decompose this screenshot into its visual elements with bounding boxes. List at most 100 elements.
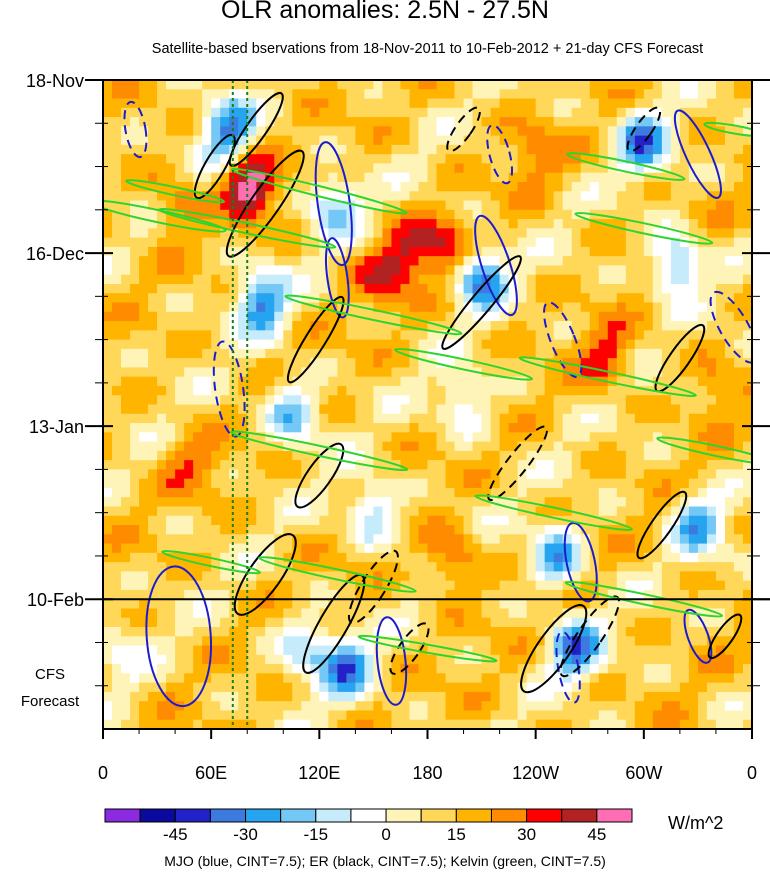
field-cell — [670, 154, 681, 165]
field-cell — [652, 191, 663, 202]
field-cell — [148, 534, 158, 545]
field-cell — [274, 497, 284, 508]
field-cell — [112, 348, 122, 359]
field-cell — [400, 506, 411, 517]
field-cell — [103, 228, 113, 239]
field-cell — [355, 348, 365, 359]
field-cell — [274, 599, 284, 610]
field-cell — [598, 552, 609, 563]
field-cell — [157, 293, 167, 304]
field-cell — [202, 117, 212, 127]
field-cell — [184, 256, 194, 267]
field-cell — [103, 135, 113, 146]
field-cell — [328, 691, 338, 702]
field-cell — [337, 385, 347, 396]
field-cell — [112, 654, 122, 665]
field-cell — [391, 339, 402, 350]
field-cell — [616, 321, 627, 331]
field-cell — [553, 627, 564, 637]
field-cell — [661, 562, 672, 572]
field-cell — [409, 237, 420, 248]
field-cell — [643, 311, 654, 322]
field-cell — [418, 348, 429, 359]
field-cell — [184, 423, 194, 433]
field-cell — [661, 274, 672, 285]
field-cell — [634, 163, 645, 174]
field-cell — [436, 497, 447, 508]
field-cell — [661, 126, 672, 137]
field-cell — [697, 710, 708, 721]
field-cell — [481, 395, 492, 406]
field-cell — [490, 126, 501, 137]
field-cell — [193, 682, 203, 693]
field-cell — [661, 181, 672, 192]
field-cell — [265, 404, 275, 415]
field-cell — [688, 710, 699, 721]
field-cell — [382, 98, 393, 109]
field-cell — [121, 385, 131, 396]
field-cell — [364, 395, 375, 406]
field-cell — [346, 701, 356, 712]
field-cell — [247, 423, 257, 433]
field-cell — [166, 265, 176, 276]
field-cell — [670, 617, 681, 628]
field-cell — [517, 580, 528, 591]
field-cell — [463, 293, 474, 304]
field-cell — [580, 460, 591, 470]
field-cell — [202, 599, 212, 610]
field-cell — [148, 525, 158, 535]
field-cell — [274, 293, 284, 304]
field-cell — [337, 599, 347, 610]
field-cell — [706, 154, 717, 165]
field-cell — [400, 367, 411, 378]
field-cell — [418, 645, 429, 656]
field-cell — [256, 608, 266, 619]
field-cell — [499, 80, 510, 90]
field-cell — [517, 441, 528, 452]
field-cell — [328, 395, 338, 406]
field-cell — [364, 265, 375, 276]
field-cell — [643, 191, 654, 202]
field-cell — [319, 246, 329, 257]
field-cell — [265, 283, 275, 294]
field-cell — [364, 89, 375, 100]
field-cell — [310, 497, 320, 508]
field-cell — [112, 469, 122, 480]
field-cell — [229, 274, 239, 285]
field-cell — [418, 543, 429, 554]
field-cell — [625, 283, 636, 294]
field-cell — [580, 98, 591, 109]
field-cell — [283, 525, 293, 535]
field-cell — [472, 515, 483, 526]
field-cell — [166, 450, 176, 461]
field-cell — [112, 719, 122, 729]
field-cell — [166, 172, 176, 183]
field-cell — [139, 562, 149, 572]
field-cell — [562, 423, 573, 433]
field-cell — [481, 163, 492, 174]
field-cell — [535, 627, 546, 637]
field-cell — [265, 645, 275, 656]
field-cell — [643, 580, 654, 591]
field-cell — [247, 701, 257, 712]
field-cell — [490, 487, 501, 498]
field-cell — [697, 645, 708, 656]
field-cell — [454, 358, 465, 369]
field-cell — [499, 450, 510, 461]
field-cell — [409, 617, 420, 628]
field-cell — [481, 469, 492, 480]
field-cell — [553, 404, 564, 415]
field-cell — [274, 144, 284, 155]
field-cell — [148, 154, 158, 165]
field-cell — [274, 348, 284, 359]
field-cell — [445, 395, 456, 406]
field-cell — [328, 348, 338, 359]
field-cell — [634, 460, 645, 470]
field-cell — [409, 265, 420, 276]
field-cell — [517, 163, 528, 174]
field-cell — [103, 126, 113, 137]
field-cell — [301, 719, 311, 729]
field-cell — [301, 89, 311, 100]
field-cell — [580, 710, 591, 721]
field-cell — [427, 321, 438, 331]
